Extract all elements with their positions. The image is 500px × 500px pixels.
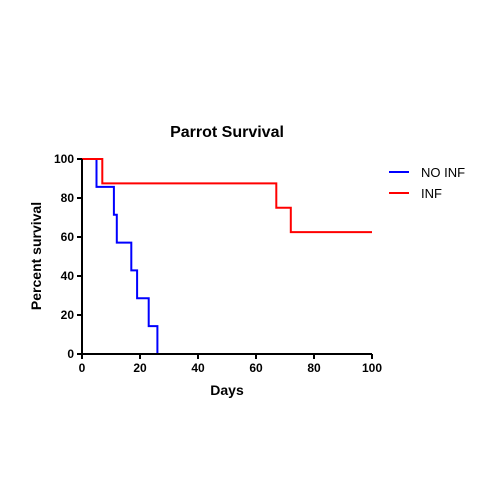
x-tick-label: 80: [307, 361, 321, 375]
y-axis-ticks: 0 20 40 60 80 100: [54, 152, 82, 361]
x-axis-title: Days: [210, 382, 244, 398]
x-tick-label: 60: [249, 361, 263, 375]
x-tick-label: 100: [362, 361, 382, 375]
y-tick-label: 60: [61, 230, 75, 244]
y-tick-label: 100: [54, 152, 74, 166]
y-tick-label: 80: [61, 191, 75, 205]
x-tick-label: 40: [191, 361, 205, 375]
y-axis-title: Percent survival: [28, 202, 44, 310]
series-layer: [82, 158, 372, 354]
legend-label-inf: INF: [421, 186, 442, 201]
series-line-no-inf: [82, 158, 159, 354]
chart-title: Parrot Survival: [170, 124, 284, 141]
x-axis-ticks: 0 20 40 60 80 100: [79, 354, 382, 375]
legend: NO INF INF: [389, 165, 465, 201]
x-tick-label: 20: [133, 361, 147, 375]
x-tick-label: 0: [79, 361, 86, 375]
y-tick-label: 0: [67, 347, 74, 361]
series-line-inf: [82, 158, 372, 234]
legend-label-no-inf: NO INF: [421, 165, 465, 180]
y-tick-label: 40: [61, 269, 75, 283]
y-tick-label: 20: [61, 308, 75, 322]
